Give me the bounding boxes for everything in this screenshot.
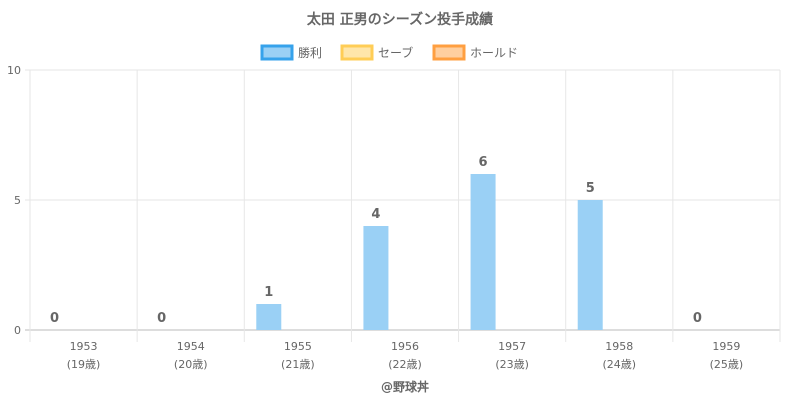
chart-title: 太田 正男のシーズン投手成績 (307, 11, 493, 28)
labels: 0 0 1 4 6 5 0 (50, 155, 702, 326)
data-label-1953: 0 (50, 311, 59, 326)
legend: 勝利 セーブ ホールド (260, 44, 518, 61)
x-tick-sublabel: (21歳) (281, 358, 315, 371)
x-tick-label: 1957 (498, 340, 526, 353)
x-tick-sublabel: (25歳) (710, 358, 744, 371)
x-tick-label: 1958 (605, 340, 633, 353)
x-tick-sublabel: (24歳) (602, 358, 636, 371)
x-tick-sublabel: (23歳) (495, 358, 529, 371)
bar-1957 (470, 174, 496, 330)
legend-swatch-0[interactable] (260, 44, 294, 61)
x-tick-label: 1956 (391, 340, 419, 353)
data-label-1955: 1 (264, 285, 273, 300)
gridlines: 05101953(19歳)1954(20歳)1955(21歳)1956(22歳)… (7, 64, 781, 371)
x-tick-sublabel: (20歳) (174, 358, 208, 371)
data-label-1956: 4 (371, 207, 380, 222)
legend-label-1[interactable]: セーブ (378, 45, 413, 60)
x-tick-label: 1959 (712, 340, 740, 353)
x-tick-label: 1953 (70, 340, 98, 353)
bar-1958 (577, 200, 603, 330)
x-axis-label: @野球丼 (381, 379, 429, 394)
legend-swatch-1[interactable] (340, 44, 374, 61)
bars (256, 174, 603, 330)
y-tick-label: 5 (14, 194, 21, 207)
legend-label-2[interactable]: ホールド (470, 46, 518, 60)
y-tick-label: 0 (14, 324, 21, 337)
legend-swatch-2[interactable] (432, 44, 466, 61)
data-label-1954: 0 (157, 311, 166, 326)
x-tick-sublabel: (22歳) (388, 358, 422, 371)
y-tick-label: 10 (7, 64, 21, 77)
data-label-1959: 0 (693, 311, 702, 326)
data-label-1958: 5 (586, 181, 595, 196)
x-tick-label: 1955 (284, 340, 312, 353)
legend-label-0[interactable]: 勝利 (298, 45, 322, 60)
bar-1955 (256, 304, 282, 330)
data-label-1957: 6 (479, 155, 488, 170)
bar-1956 (363, 226, 389, 330)
x-tick-label: 1954 (177, 340, 205, 353)
x-tick-sublabel: (19歳) (67, 358, 101, 371)
